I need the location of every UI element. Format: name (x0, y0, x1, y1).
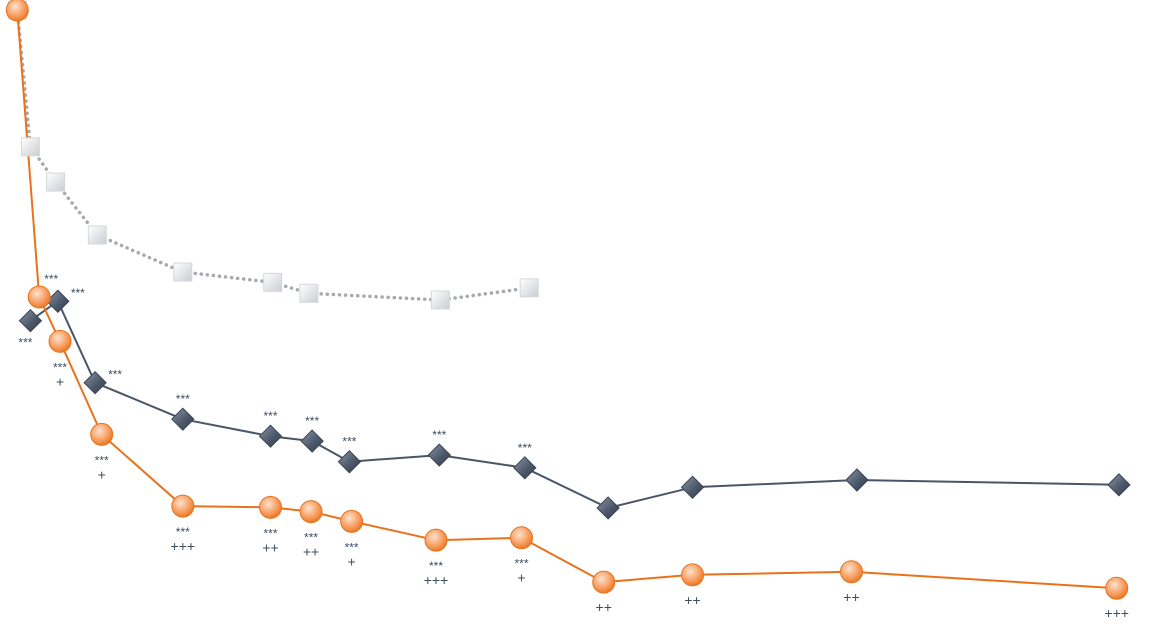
significance-plus-label: ++ (596, 599, 612, 615)
significance-plus-label: + (348, 553, 356, 569)
series-line-2 (29, 300, 1119, 509)
significance-plus-label: +++ (1104, 605, 1129, 621)
significance-stars-label: *** (176, 525, 190, 539)
series-1-square-marker-5 (173, 262, 193, 282)
significance-stars-label: *** (108, 368, 122, 382)
significance-stars-label: *** (44, 272, 58, 286)
series-1-square-marker-6 (263, 272, 283, 292)
significance-stars-label: *** (342, 435, 356, 449)
significance-plus-label: ++ (303, 544, 319, 560)
significance-plus-label: + (56, 373, 64, 389)
series-1-square-marker-2 (20, 137, 40, 157)
significance-stars-label: *** (18, 336, 32, 350)
significance-stars-label: *** (518, 441, 532, 455)
series-2-diamond-marker-8 (427, 443, 452, 467)
series-3-circle-marker-1 (5, 0, 29, 22)
significance-stars-label: *** (345, 540, 359, 554)
series-line-3 (16, 9, 1117, 590)
significance-stars-label: *** (263, 526, 277, 540)
series-3-circle-marker-6 (259, 495, 282, 519)
significance-plus-label: + (517, 570, 525, 586)
plot-area: *************** ****** ************+***+**… (5, 0, 1131, 621)
series-2-diamond-marker-4 (171, 407, 195, 431)
series-2-diamond-marker-7 (337, 450, 362, 474)
series-3-circle-marker-2 (27, 285, 51, 309)
series-2-diamond-marker-10 (596, 496, 620, 520)
significance-stars-label: *** (53, 360, 67, 374)
significance-stars-label: *** (263, 409, 277, 423)
significance-stars-label: *** (176, 392, 190, 406)
series-1-square-marker-9 (519, 278, 539, 298)
series-2-diamond-marker-9 (513, 456, 537, 480)
series-1-square-marker-3 (46, 172, 66, 192)
significance-plus-label: +++ (171, 538, 196, 554)
series-3-circle-marker-4 (90, 422, 114, 446)
series-1-square-marker-7 (299, 283, 319, 303)
significance-stars-label: *** (305, 414, 319, 428)
series-3-circle-marker-13 (839, 560, 863, 584)
series-1-square-marker-8 (430, 290, 450, 310)
series-3-circle-marker-8 (340, 509, 364, 533)
significance-stars-label: *** (515, 557, 529, 571)
series-3-circle-marker-9 (424, 528, 448, 552)
series-2-diamond-marker-5 (258, 424, 283, 448)
significance-plus-label: ++ (262, 539, 278, 555)
series-3-circle-marker-11 (592, 570, 616, 594)
significance-stars-label: *** (304, 531, 318, 545)
series-3-circle-marker-14 (1105, 576, 1129, 600)
significance-plus-label: + (98, 466, 106, 482)
significance-stars-label: *** (95, 453, 109, 467)
series-3-circle-marker-5 (171, 494, 195, 518)
series-2-diamond-marker-12 (845, 468, 869, 492)
series-2-diamond-marker-6 (300, 429, 324, 453)
significance-stars-label: *** (432, 428, 446, 442)
series-line-1 (15, 8, 531, 302)
series-3-circle-marker-3 (48, 329, 72, 353)
series-2-diamond-marker-11 (680, 475, 705, 499)
significance-stars-label: *** (429, 559, 443, 573)
series-2-diamond-marker-1 (18, 308, 43, 333)
series-1-square-marker-4 (87, 225, 107, 245)
significance-plus-label: +++ (424, 572, 449, 588)
series-2-diamond-marker-3 (83, 370, 107, 395)
significance-plus-label: ++ (684, 592, 700, 608)
series-3-circle-marker-7 (299, 500, 323, 524)
significance-stars-label: *** (71, 286, 85, 300)
series-2-diamond-marker-13 (1107, 473, 1131, 497)
significance-plus-label: ++ (843, 589, 859, 605)
series-3-circle-marker-10 (510, 526, 534, 550)
series-3-circle-marker-12 (681, 563, 705, 587)
